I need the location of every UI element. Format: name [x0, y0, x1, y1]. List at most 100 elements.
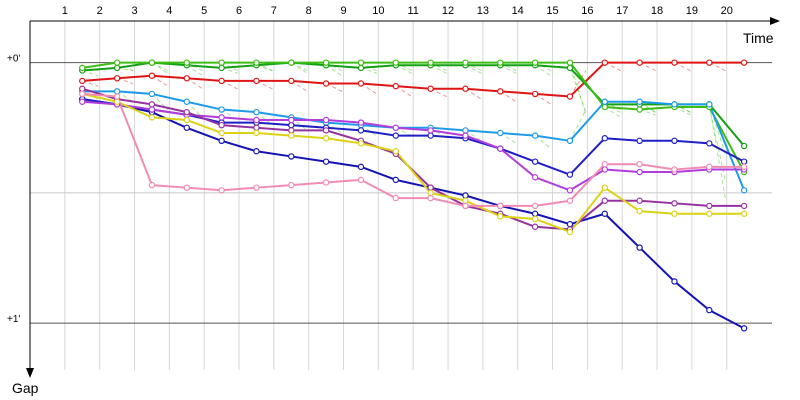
data-point [392, 148, 399, 155]
data-point [79, 90, 86, 98]
x-axis-title: Time [743, 30, 774, 46]
data-point [566, 220, 574, 228]
data-point [497, 213, 504, 220]
data-point [636, 59, 643, 66]
data-point [566, 64, 574, 72]
data-point [148, 106, 156, 113]
data-point [183, 98, 190, 105]
data-point [148, 181, 156, 189]
data-point [601, 210, 608, 217]
data-point [253, 129, 260, 137]
data-point [113, 98, 121, 105]
data-point [740, 142, 748, 150]
data-point [740, 163, 748, 171]
data-point [497, 129, 504, 137]
data-point [671, 210, 678, 217]
x-tick-label: 11 [407, 5, 418, 17]
series-line-3 [82, 61, 746, 173]
data-point [183, 184, 190, 191]
data-point [322, 80, 330, 87]
data-point [671, 101, 678, 108]
data-point [671, 200, 678, 207]
data-point [462, 197, 469, 204]
data-point [288, 77, 295, 85]
x-axis-arrow [770, 17, 780, 25]
data-point [322, 179, 330, 186]
data-point [148, 72, 156, 79]
data-point [218, 77, 225, 85]
x-tick-label: 12 [442, 5, 454, 17]
pit-connector [708, 106, 726, 181]
data-point [531, 210, 539, 217]
data-point [601, 161, 608, 168]
data-point [113, 93, 121, 100]
data-point [636, 244, 643, 251]
data-point [706, 59, 713, 66]
data-point [636, 106, 643, 113]
data-point [427, 194, 434, 202]
data-point [427, 189, 434, 197]
data-point [183, 116, 190, 124]
data-point [218, 114, 225, 121]
data-point [566, 171, 574, 178]
data-point [740, 325, 748, 332]
data-point [706, 210, 713, 217]
data-point [601, 98, 608, 105]
data-point [706, 101, 713, 108]
data-point [740, 158, 748, 165]
data-point [218, 59, 225, 66]
data-point [357, 140, 365, 147]
data-point [322, 135, 330, 142]
data-point [497, 202, 504, 210]
data-point [218, 187, 225, 194]
data-point [113, 75, 121, 82]
data-point [288, 121, 295, 129]
data-point [427, 127, 434, 134]
data-point [671, 166, 678, 173]
data-point [253, 77, 260, 85]
data-point [531, 132, 539, 139]
data-point [706, 163, 713, 171]
data-point [636, 98, 643, 105]
data-point [288, 127, 295, 134]
y-axis-arrow [26, 368, 34, 378]
x-tick-label: 16 [581, 5, 593, 17]
data-point [253, 59, 260, 66]
data-point [392, 176, 399, 184]
y-tick-label: +1' [7, 314, 20, 325]
data-point [79, 77, 86, 85]
data-point [79, 85, 86, 92]
data-point [601, 166, 608, 173]
tick-labels: 1 2 3 4 5 6 7 8 9 10 11 12 13 14 15 16 17 18 19 20+0'+1' [7, 5, 733, 325]
x-tick-label: 15 [546, 5, 558, 17]
series-line-10 [82, 92, 745, 207]
pit-connector [186, 101, 204, 118]
series-line-9 [82, 92, 745, 233]
data-point [566, 228, 574, 236]
data-point [79, 98, 86, 105]
x-tick-label: 6 [236, 5, 242, 17]
x-tick-label: 17 [616, 5, 628, 17]
data-point [636, 161, 643, 168]
data-point [531, 223, 539, 230]
x-tick-label: 2 [97, 5, 103, 17]
data-point [531, 59, 539, 66]
data-point [427, 59, 434, 66]
data-point [357, 176, 365, 184]
data-point [601, 59, 608, 66]
data-point [566, 93, 574, 100]
data-point [322, 127, 330, 134]
data-point [566, 187, 574, 194]
data-point [740, 187, 748, 194]
data-point [148, 59, 156, 66]
x-tick-label: 1 [62, 5, 68, 17]
x-tick-label: 3 [131, 5, 137, 17]
data-point [392, 132, 399, 139]
data-point [531, 215, 539, 223]
data-point [636, 168, 643, 176]
data-point [601, 135, 608, 142]
data-point [740, 210, 748, 217]
data-point [531, 202, 539, 210]
x-tick-label: 13 [477, 5, 489, 17]
